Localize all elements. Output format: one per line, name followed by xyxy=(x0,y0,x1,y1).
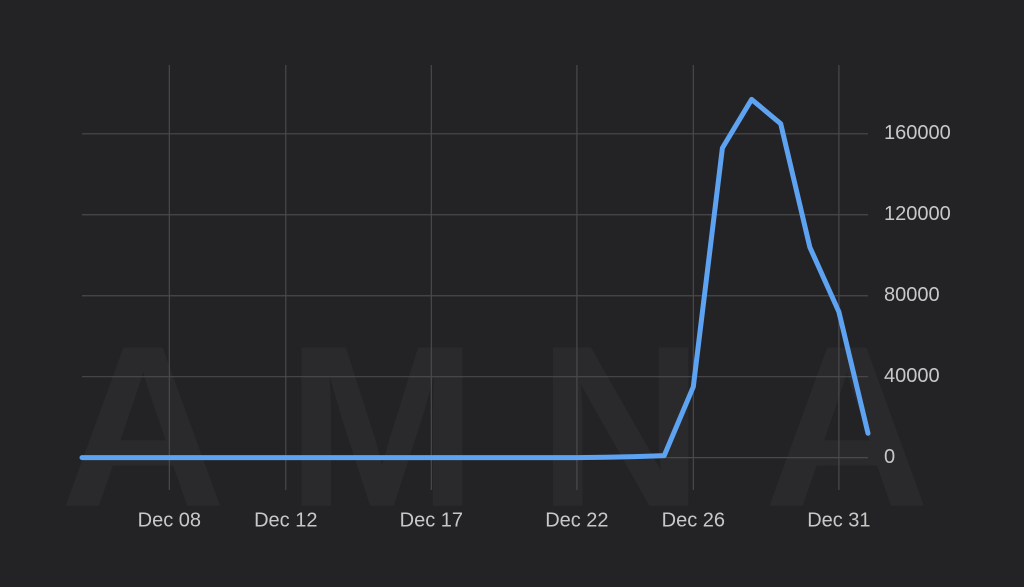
y-tick-label: 0 xyxy=(884,446,895,468)
x-tick-label: Dec 31 xyxy=(807,509,870,531)
x-tick-label: Dec 22 xyxy=(545,509,608,531)
x-tick-label: Dec 12 xyxy=(254,509,317,531)
y-tick-label: 120000 xyxy=(884,203,951,225)
x-tick-label: Dec 08 xyxy=(138,509,201,531)
x-tick-label: Dec 26 xyxy=(662,509,725,531)
y-tick-label: 160000 xyxy=(884,122,951,144)
data-line xyxy=(79,96,871,461)
y-tick-label: 80000 xyxy=(884,284,940,306)
x-tick-label: Dec 17 xyxy=(400,509,463,531)
y-tick-label: 40000 xyxy=(884,365,940,387)
